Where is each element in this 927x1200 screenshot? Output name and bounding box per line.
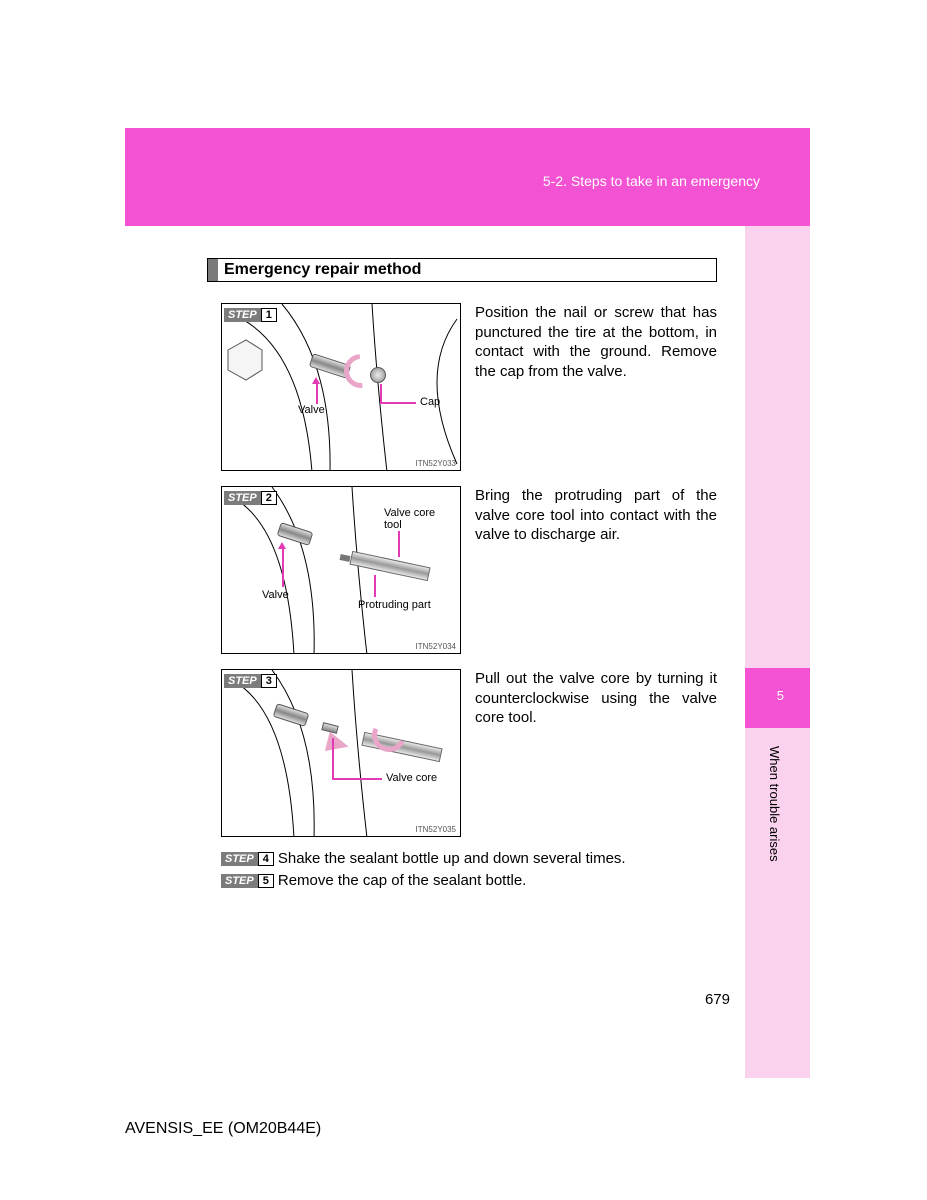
protruding-part-label: Protruding part: [358, 599, 431, 611]
step-5-text: Remove the cap of the sealant bottle.: [278, 872, 527, 889]
valve-label: Valve: [262, 589, 289, 601]
step-4-row: STEP4 Shake the sealant bottle up and do…: [221, 850, 626, 867]
chapter-number: 5: [777, 688, 784, 703]
valve-label: Valve: [298, 404, 325, 416]
figure-id: ITN52Y034: [416, 642, 456, 651]
section-title-text: Emergency repair method: [218, 259, 427, 281]
valve-core-tool-label: Valve core tool: [384, 507, 454, 531]
breadcrumb: 5-2. Steps to take in an emergency: [543, 173, 760, 189]
step-3-row: STEP3 Valve core ITN52Y035 Pull out the …: [221, 669, 717, 837]
step-2-text: Bring the protruding part of the valve c…: [475, 486, 717, 654]
arrow-line: [282, 547, 284, 587]
arrow-line: [398, 531, 400, 557]
figure-id: ITN52Y035: [416, 825, 456, 834]
step-2-row: STEP2 Valve Valve core tool Protruding p…: [221, 486, 717, 654]
chapter-label: When trouble arises: [767, 746, 782, 862]
arrow-line: [316, 382, 318, 404]
step-1-text: Position the nail or screw that has punc…: [475, 303, 717, 471]
step-1-figure: STEP1 Valve Cap ITN52Y033: [221, 303, 461, 471]
figure-id: ITN52Y033: [416, 459, 456, 468]
page-number: 679: [705, 991, 730, 1008]
step-4-text: Shake the sealant bottle up and down sev…: [278, 850, 626, 867]
step-2-figure: STEP2 Valve Valve core tool Protruding p…: [221, 486, 461, 654]
step-3-figure: STEP3 Valve core ITN52Y035: [221, 669, 461, 837]
step-1-badge: STEP1: [224, 306, 277, 324]
arrow-head-icon: [278, 542, 286, 549]
step-3-text: Pull out the valve core by turning it co…: [475, 669, 717, 837]
step-2-badge: STEP2: [224, 489, 277, 507]
step-4-badge: STEP4: [221, 852, 274, 866]
section-title: Emergency repair method: [207, 258, 717, 282]
arrow-line: [332, 738, 334, 778]
step-5-row: STEP5 Remove the cap of the sealant bott…: [221, 872, 526, 889]
valve-core-label: Valve core: [386, 772, 437, 784]
manual-page: 5-2. Steps to take in an emergency 5 Whe…: [125, 128, 810, 1078]
wheel-illustration-1: [222, 304, 461, 471]
section-title-bar: [208, 259, 218, 281]
arrow-line: [380, 384, 382, 402]
step-3-badge: STEP3: [224, 672, 277, 690]
step-5-badge: STEP5: [221, 874, 274, 888]
arrow-line: [380, 402, 416, 404]
arrow-head-icon: [312, 377, 320, 384]
arrow-line: [332, 778, 382, 780]
footer-doc-id: AVENSIS_EE (OM20B44E): [125, 1120, 321, 1138]
cap-label: Cap: [420, 396, 440, 408]
arrow-line: [374, 575, 376, 597]
step-1-row: STEP1 Valve Cap ITN52Y033 Position the n…: [221, 303, 717, 471]
